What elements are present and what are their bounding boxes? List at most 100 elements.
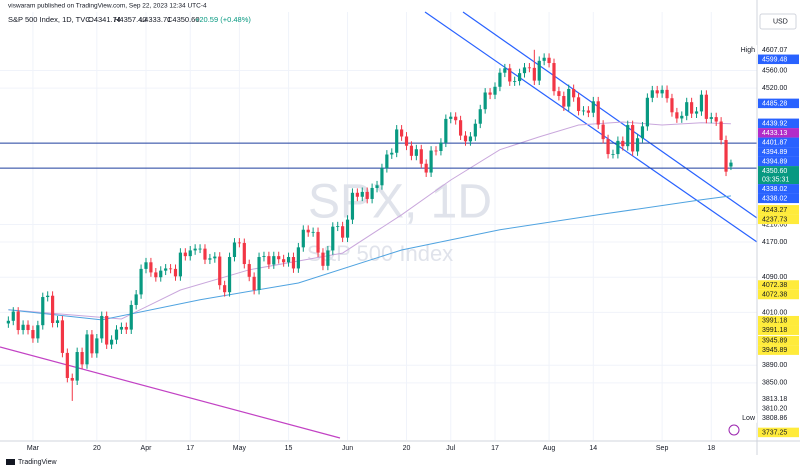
change: +20.59 (+0.48%) <box>195 15 251 24</box>
x-tick-label: 14 <box>589 445 597 452</box>
candle-body <box>473 123 477 137</box>
price-badge-label: 3991.18 <box>762 327 787 334</box>
candle-body <box>409 145 414 156</box>
price-badge-label: 4072.38 <box>762 282 787 289</box>
price-badge <box>758 335 799 346</box>
candle-body <box>16 311 20 331</box>
candle-body <box>670 98 674 113</box>
candle-body <box>331 226 335 251</box>
price-badge-label: 3810.20 <box>762 406 787 413</box>
price-badge-label: 4243.27 <box>762 207 787 214</box>
price-badge <box>758 128 799 138</box>
candle-body <box>95 338 99 354</box>
candle-body <box>198 248 202 250</box>
price-badge <box>758 156 799 167</box>
badge-tag-bg <box>740 413 757 423</box>
price-badge <box>758 427 799 438</box>
candle-body <box>576 97 581 111</box>
published: viswaram published on TradingView.com, S… <box>8 3 207 10</box>
candle-body <box>109 339 114 345</box>
candle-body <box>631 125 635 152</box>
candle-body <box>267 256 271 265</box>
candle-body <box>154 272 158 278</box>
candle-body <box>296 247 300 269</box>
candle-body <box>188 250 192 257</box>
candle-body <box>134 294 138 305</box>
badge-tag: High <box>741 47 756 54</box>
candle-body <box>537 60 541 81</box>
candle-body <box>282 259 286 263</box>
candle-body <box>645 97 649 127</box>
candle-body <box>454 116 458 121</box>
candle-body <box>513 81 517 82</box>
candle-body <box>714 117 718 122</box>
candle-body <box>129 304 133 330</box>
candle-body <box>680 115 684 119</box>
price-badge-label: 4394.89 <box>762 158 787 165</box>
price-badge <box>758 147 799 157</box>
candle-body <box>601 124 605 140</box>
event-icon[interactable] <box>728 424 740 436</box>
candle-body <box>114 329 119 340</box>
currency-box[interactable] <box>759 13 797 30</box>
candle-body <box>70 377 74 381</box>
price-badge-label: 4401.87 <box>762 139 787 146</box>
candle-body <box>11 311 15 321</box>
candle-body <box>729 162 733 167</box>
x-tick-label: Mar <box>27 445 40 452</box>
candle-body <box>139 268 143 295</box>
x-tick-label: Jun <box>342 445 353 452</box>
ohlc-open: O4341.74 <box>88 15 121 24</box>
trend-line <box>462 11 758 219</box>
candle-body <box>232 242 237 258</box>
candle-body <box>291 257 296 269</box>
currency[interactable]: USD <box>773 18 788 25</box>
candle-body <box>341 226 345 238</box>
price-badge <box>758 166 799 185</box>
candle-body <box>478 109 482 124</box>
candle-body <box>655 90 659 94</box>
candle-body <box>385 154 389 169</box>
candle-body <box>581 110 586 112</box>
candle-body <box>326 250 330 266</box>
candle-body <box>404 136 409 146</box>
candle-body <box>719 121 723 141</box>
price-badge-label: 4072.38 <box>762 291 787 298</box>
candle-body <box>375 185 379 188</box>
candle-body <box>483 92 487 110</box>
price-badge-label: 4394.89 <box>762 149 787 156</box>
candle-body <box>36 325 40 339</box>
price-badge <box>758 280 799 290</box>
candle-body <box>100 315 104 339</box>
plot <box>0 49 757 401</box>
candle-body <box>429 150 433 173</box>
watermark: SPX, 1D <box>308 176 492 229</box>
price-badge <box>758 193 799 204</box>
x-tick-label: 17 <box>186 445 194 452</box>
candle-body <box>380 168 384 186</box>
price-badge <box>758 184 799 194</box>
price-badge-label: 4599.48 <box>762 56 787 63</box>
price-badge-label: 3945.89 <box>762 338 787 345</box>
candle-body <box>458 120 463 136</box>
price-badge <box>758 345 799 355</box>
x-tick-label: May <box>233 445 247 452</box>
candle-body <box>414 149 418 156</box>
candle-body <box>596 101 600 125</box>
candle-body <box>237 242 241 244</box>
price-badge <box>758 118 799 129</box>
price-badge-label: 4350.60 <box>762 168 787 175</box>
candle-body <box>493 86 497 95</box>
candle-body <box>355 192 359 197</box>
candle-body <box>616 140 620 155</box>
candle-body <box>503 68 507 73</box>
candle-body <box>532 67 536 81</box>
candle-body <box>277 256 281 260</box>
candle-body <box>552 63 556 92</box>
candle-body <box>227 257 232 293</box>
candle-body <box>621 140 625 147</box>
candle-body <box>498 72 502 87</box>
y-tick-label: 3890.00 <box>762 362 787 369</box>
symbol: S&P 500 Index, 1D, TVC <box>8 15 91 24</box>
